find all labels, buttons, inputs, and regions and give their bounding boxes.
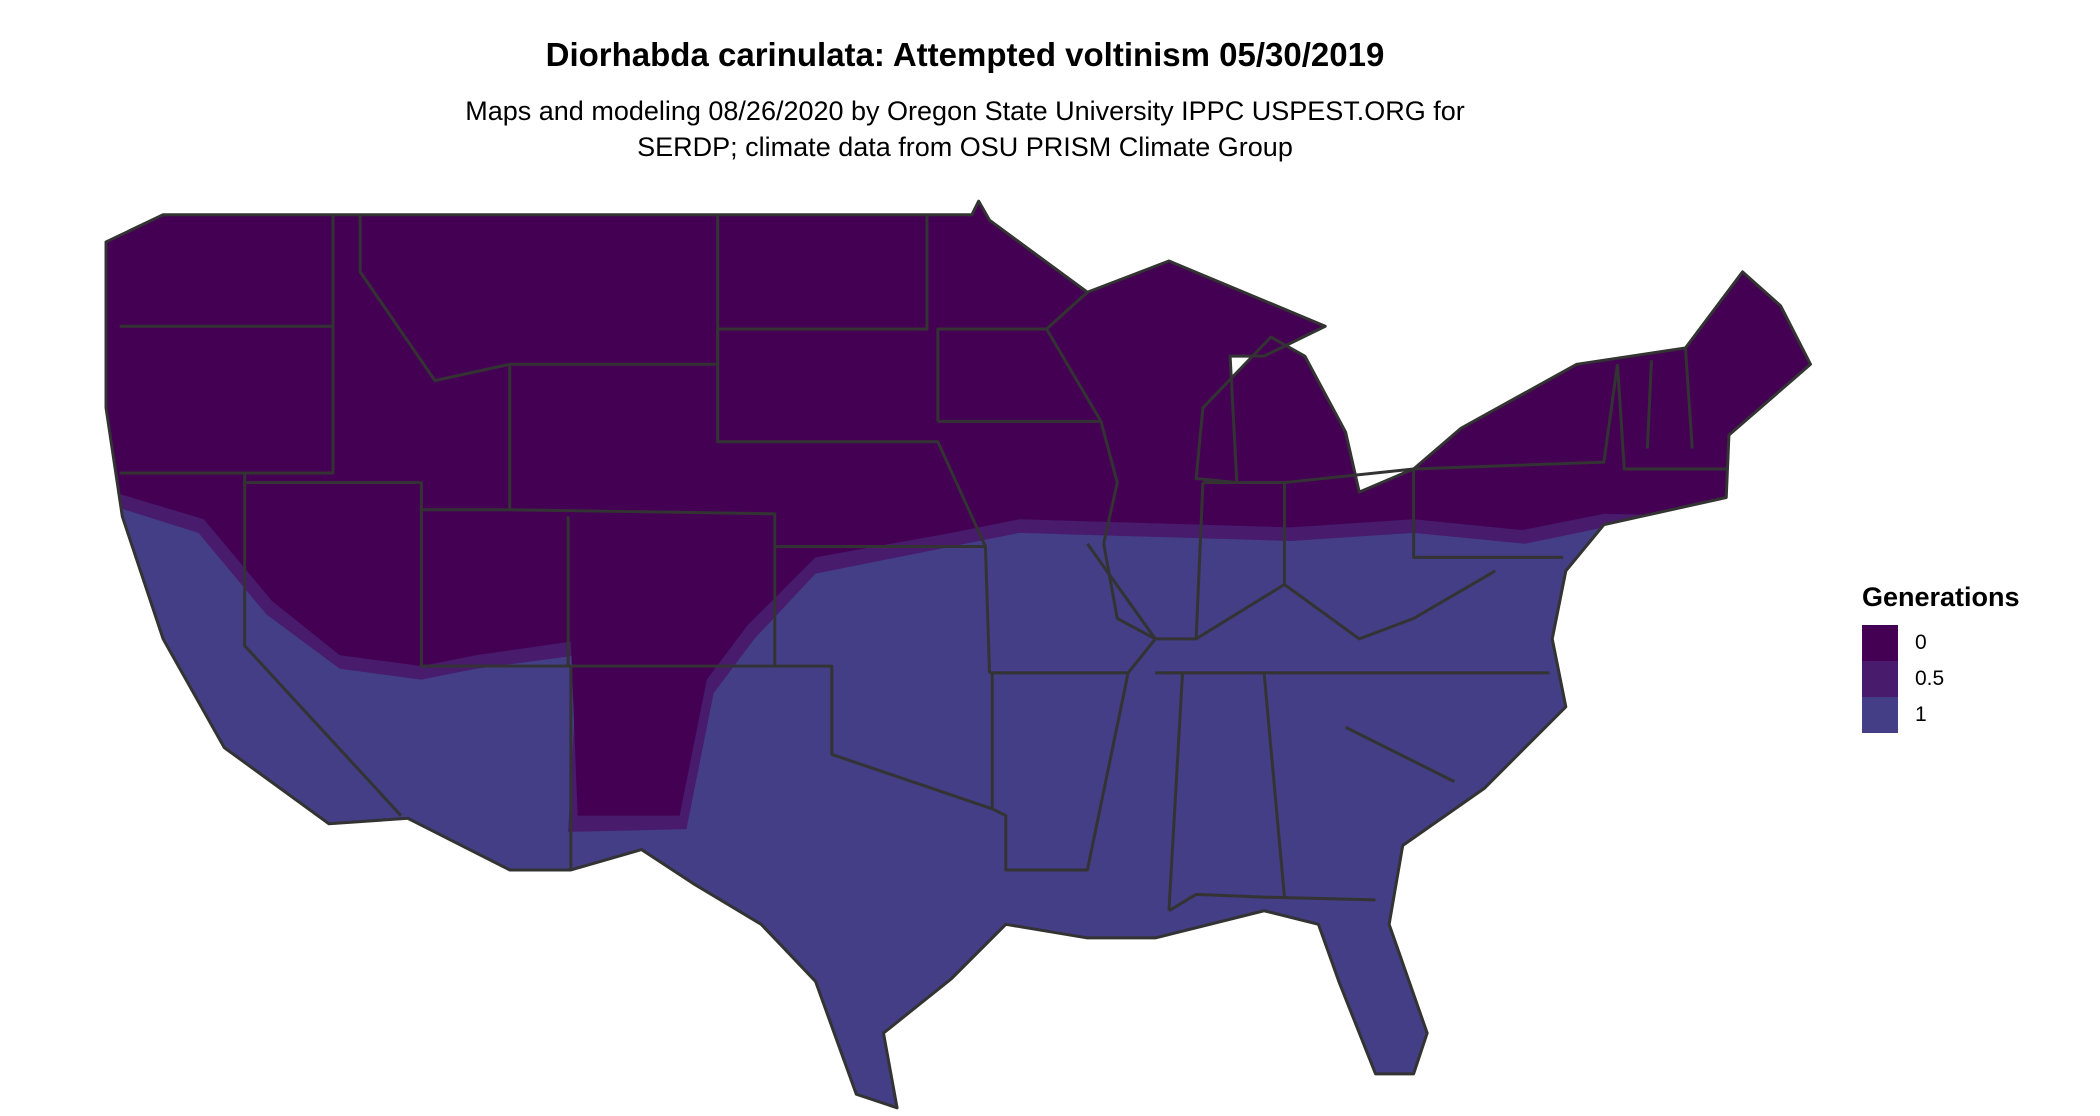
legend-label: 1 — [1915, 703, 1927, 726]
map-title: Diorhabda carinulata: Attempted voltinis… — [545, 36, 1385, 73]
legend-item-0.5: 0.5 — [1862, 661, 2020, 697]
map-subtitle-line-2: SERDP; climate data from OSU PRISM Clima… — [637, 132, 1293, 162]
legend-item-0: 0 — [1862, 625, 2020, 661]
legend-title: Generations — [1862, 582, 2020, 612]
legend-swatch-0.5 — [1862, 661, 1898, 697]
legend-label: 0 — [1915, 631, 1927, 654]
legend-swatch-0 — [1862, 625, 1898, 661]
state-borders — [104, 199, 1812, 1110]
legend-item-1: 1 — [1862, 697, 2020, 733]
legend-label: 0.5 — [1915, 667, 1945, 690]
map-subtitle-line-1: Maps and modeling 08/26/2020 by Oregon S… — [465, 96, 1465, 126]
legend-swatch-1 — [1862, 697, 1898, 733]
legend: Generations 0 0.5 1 — [1862, 582, 2020, 733]
